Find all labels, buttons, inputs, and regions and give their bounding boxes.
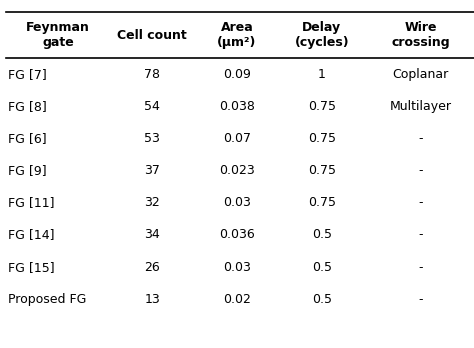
Text: 32: 32 xyxy=(144,196,160,209)
Text: 78: 78 xyxy=(144,68,160,81)
Text: 0.75: 0.75 xyxy=(308,100,336,113)
Text: 13: 13 xyxy=(144,293,160,306)
Text: 0.75: 0.75 xyxy=(308,132,336,145)
Text: 1: 1 xyxy=(318,68,326,81)
Text: 54: 54 xyxy=(144,100,160,113)
Text: 0.5: 0.5 xyxy=(312,228,332,242)
Text: FG [15]: FG [15] xyxy=(8,261,55,274)
Text: -: - xyxy=(419,164,423,177)
Text: 0.5: 0.5 xyxy=(312,293,332,306)
Text: 0.036: 0.036 xyxy=(219,228,255,242)
Text: Delay
(cycles): Delay (cycles) xyxy=(294,21,349,49)
Text: Cell count: Cell count xyxy=(117,29,187,41)
Text: 0.07: 0.07 xyxy=(223,132,251,145)
Text: -: - xyxy=(419,261,423,274)
Text: 0.09: 0.09 xyxy=(223,68,251,81)
Text: -: - xyxy=(419,228,423,242)
Text: 0.75: 0.75 xyxy=(308,196,336,209)
Text: 0.038: 0.038 xyxy=(219,100,255,113)
Text: 53: 53 xyxy=(144,132,160,145)
Text: 0.75: 0.75 xyxy=(308,164,336,177)
Text: 34: 34 xyxy=(144,228,160,242)
Text: -: - xyxy=(419,196,423,209)
Text: 0.023: 0.023 xyxy=(219,164,255,177)
Text: Proposed FG: Proposed FG xyxy=(8,293,86,306)
Text: 0.03: 0.03 xyxy=(223,196,251,209)
Text: 0.5: 0.5 xyxy=(312,261,332,274)
Text: FG [9]: FG [9] xyxy=(8,164,46,177)
Text: FG [11]: FG [11] xyxy=(8,196,55,209)
Text: 0.03: 0.03 xyxy=(223,261,251,274)
Text: FG [7]: FG [7] xyxy=(8,68,47,81)
Text: FG [6]: FG [6] xyxy=(8,132,46,145)
Text: -: - xyxy=(419,293,423,306)
Text: FG [8]: FG [8] xyxy=(8,100,47,113)
Text: Feynman
gate: Feynman gate xyxy=(26,21,90,49)
Text: Multilayer: Multilayer xyxy=(390,100,452,113)
Text: 0.02: 0.02 xyxy=(223,293,251,306)
Text: 37: 37 xyxy=(144,164,160,177)
Text: FG [14]: FG [14] xyxy=(8,228,55,242)
Text: Area
(μm²): Area (μm²) xyxy=(217,21,257,49)
Text: -: - xyxy=(419,132,423,145)
Text: 26: 26 xyxy=(144,261,160,274)
Text: Coplanar: Coplanar xyxy=(392,68,449,81)
Text: Wire
crossing: Wire crossing xyxy=(392,21,450,49)
